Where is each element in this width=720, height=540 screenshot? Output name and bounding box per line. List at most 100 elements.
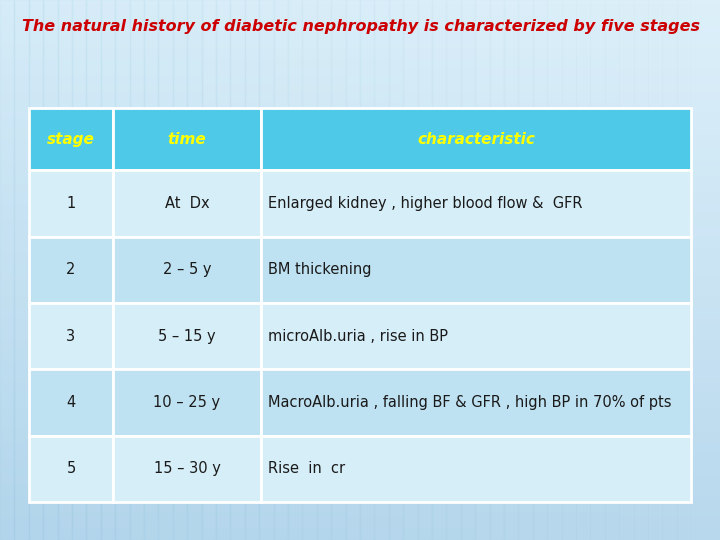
Bar [475, 0, 490, 540]
Bar [0, 454, 720, 459]
Bar [0, 427, 720, 432]
Bar [0, 32, 720, 38]
Bar [0, 470, 720, 475]
Bar [0, 491, 720, 497]
Bar [0, 119, 720, 124]
Bar [0, 437, 720, 443]
Bar [0, 11, 720, 16]
Bar [0, 335, 720, 340]
Bar [0, 362, 720, 367]
Bar [0, 275, 720, 281]
Bar [0, 286, 720, 292]
Text: BM thickening: BM thickening [268, 262, 372, 277]
Bar [0, 135, 720, 140]
Bar [0, 475, 720, 481]
Bar [691, 0, 706, 540]
FancyBboxPatch shape [29, 237, 113, 303]
Bar [0, 54, 720, 59]
Bar [202, 0, 216, 540]
Bar [389, 0, 403, 540]
Bar [0, 38, 720, 43]
FancyBboxPatch shape [261, 436, 691, 502]
Text: 5 – 15 y: 5 – 15 y [158, 329, 216, 343]
Bar [0, 248, 720, 254]
Bar [504, 0, 518, 540]
Text: characteristic: characteristic [417, 132, 535, 146]
Bar [0, 324, 720, 329]
Bar [0, 297, 720, 302]
Bar [432, 0, 446, 540]
Bar [346, 0, 360, 540]
Bar [0, 22, 720, 27]
Bar [259, 0, 274, 540]
Bar [634, 0, 648, 540]
Bar [274, 0, 288, 540]
Bar [0, 221, 720, 227]
Bar [0, 302, 720, 308]
Text: time: time [168, 132, 207, 146]
Bar [547, 0, 562, 540]
Bar [130, 0, 144, 540]
Bar [418, 0, 432, 540]
Bar [0, 502, 720, 508]
Bar [0, 211, 720, 216]
Bar [0, 124, 720, 130]
FancyBboxPatch shape [261, 303, 691, 369]
Bar [0, 459, 720, 464]
FancyBboxPatch shape [113, 436, 261, 502]
Bar [0, 529, 720, 535]
Bar [0, 497, 720, 502]
Bar [0, 5, 720, 11]
Bar [230, 0, 245, 540]
Bar [0, 43, 720, 49]
Bar [619, 0, 634, 540]
Bar [0, 394, 720, 400]
Bar [0, 162, 720, 167]
Bar [677, 0, 691, 540]
Bar [0, 486, 720, 491]
Bar [0, 59, 720, 65]
Bar [144, 0, 158, 540]
Bar [0, 443, 720, 448]
Bar [0, 238, 720, 243]
Bar [187, 0, 202, 540]
Text: 4: 4 [66, 395, 76, 410]
Bar [0, 481, 720, 486]
Bar [605, 0, 619, 540]
Bar [0, 140, 720, 146]
Bar [0, 81, 720, 86]
Bar [0, 378, 720, 383]
Bar [0, 189, 720, 194]
Bar [0, 108, 720, 113]
Bar [360, 0, 374, 540]
Bar [461, 0, 475, 540]
Bar [0, 513, 720, 518]
Bar [576, 0, 590, 540]
Text: 1: 1 [66, 196, 76, 211]
Bar [0, 319, 720, 324]
Bar [58, 0, 72, 540]
Bar [0, 243, 720, 248]
Bar [0, 340, 720, 346]
Bar [0, 400, 720, 405]
Bar [0, 157, 720, 162]
Bar [0, 329, 720, 335]
FancyBboxPatch shape [261, 369, 691, 436]
Bar [0, 65, 720, 70]
FancyBboxPatch shape [261, 170, 691, 237]
Bar [0, 410, 720, 416]
Bar [0, 383, 720, 389]
Bar [0, 265, 720, 270]
FancyBboxPatch shape [29, 108, 113, 170]
Bar [590, 0, 605, 540]
Bar [0, 146, 720, 151]
Bar [0, 464, 720, 470]
Bar [0, 167, 720, 173]
Bar [0, 151, 720, 157]
Bar [0, 173, 720, 178]
Bar [0, 405, 720, 410]
Bar [43, 0, 58, 540]
Bar [648, 0, 662, 540]
Bar [0, 194, 720, 200]
Bar [533, 0, 547, 540]
